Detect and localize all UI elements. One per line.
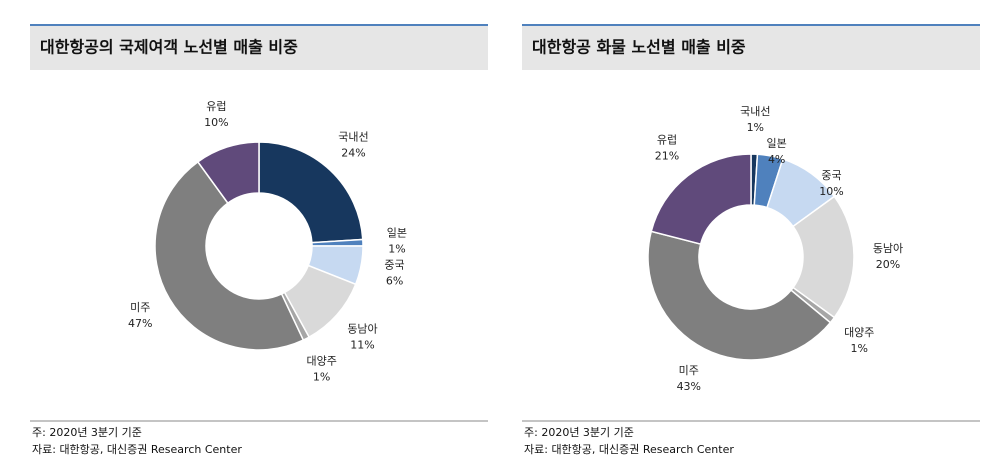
slice-label: 동남아	[873, 242, 903, 255]
slice-label: 일본	[387, 226, 407, 240]
slice-value-label: 6%	[386, 275, 403, 288]
slice-value-label: 1%	[388, 243, 405, 256]
slice-label: 대양주	[844, 326, 874, 339]
slice-label: 미주	[679, 364, 699, 377]
donut-slice	[792, 195, 855, 319]
donut-slice	[647, 230, 832, 361]
chart-source: 자료: 대한항공, 대신증권 Research Center	[32, 443, 242, 456]
donut-slice	[650, 153, 752, 245]
chart-note: 주: 2020년 3분기 기준	[524, 426, 634, 439]
slice-label: 유럽	[206, 99, 226, 113]
slice-label: 대양주	[306, 354, 336, 367]
chart-title: 대한항공의 국제여객 노선별 매출 비중	[40, 38, 298, 57]
slice-label: 국내선	[338, 130, 368, 143]
slice-value-label: 10%	[819, 185, 843, 198]
slice-label: 국내선	[740, 105, 770, 118]
slice-value-label: 24%	[341, 146, 365, 159]
slice-label: 미주	[130, 301, 150, 314]
slice-value-label: 1%	[313, 370, 330, 383]
slice-value-label: 11%	[350, 338, 374, 351]
slice-value-label: 20%	[876, 258, 900, 271]
donut-slice	[196, 141, 260, 205]
slice-value-label: 1%	[851, 342, 868, 355]
slice-value-label: 47%	[128, 317, 152, 330]
title-band	[522, 25, 980, 70]
slice-label: 중국	[821, 169, 841, 182]
chart-note: 주: 2020년 3분기 기준	[32, 426, 142, 439]
title-band	[30, 25, 488, 70]
slice-label: 중국	[384, 259, 404, 272]
slice-label: 동남아	[347, 322, 377, 335]
slice-label: 유럽	[657, 133, 677, 147]
slice-value-label: 43%	[677, 380, 701, 393]
donut-slice	[258, 141, 364, 244]
slice-value-label: 10%	[204, 116, 228, 129]
slice-value-label: 21%	[655, 150, 679, 163]
slice-label: 일본	[767, 136, 787, 150]
chart-title: 대한항공 화물 노선별 매출 비중	[532, 38, 746, 57]
slice-value-label: 1%	[747, 121, 764, 134]
chart-source: 자료: 대한항공, 대신증권 Research Center	[524, 443, 734, 456]
donut-slice	[154, 160, 305, 351]
slice-value-label: 4%	[768, 153, 785, 166]
